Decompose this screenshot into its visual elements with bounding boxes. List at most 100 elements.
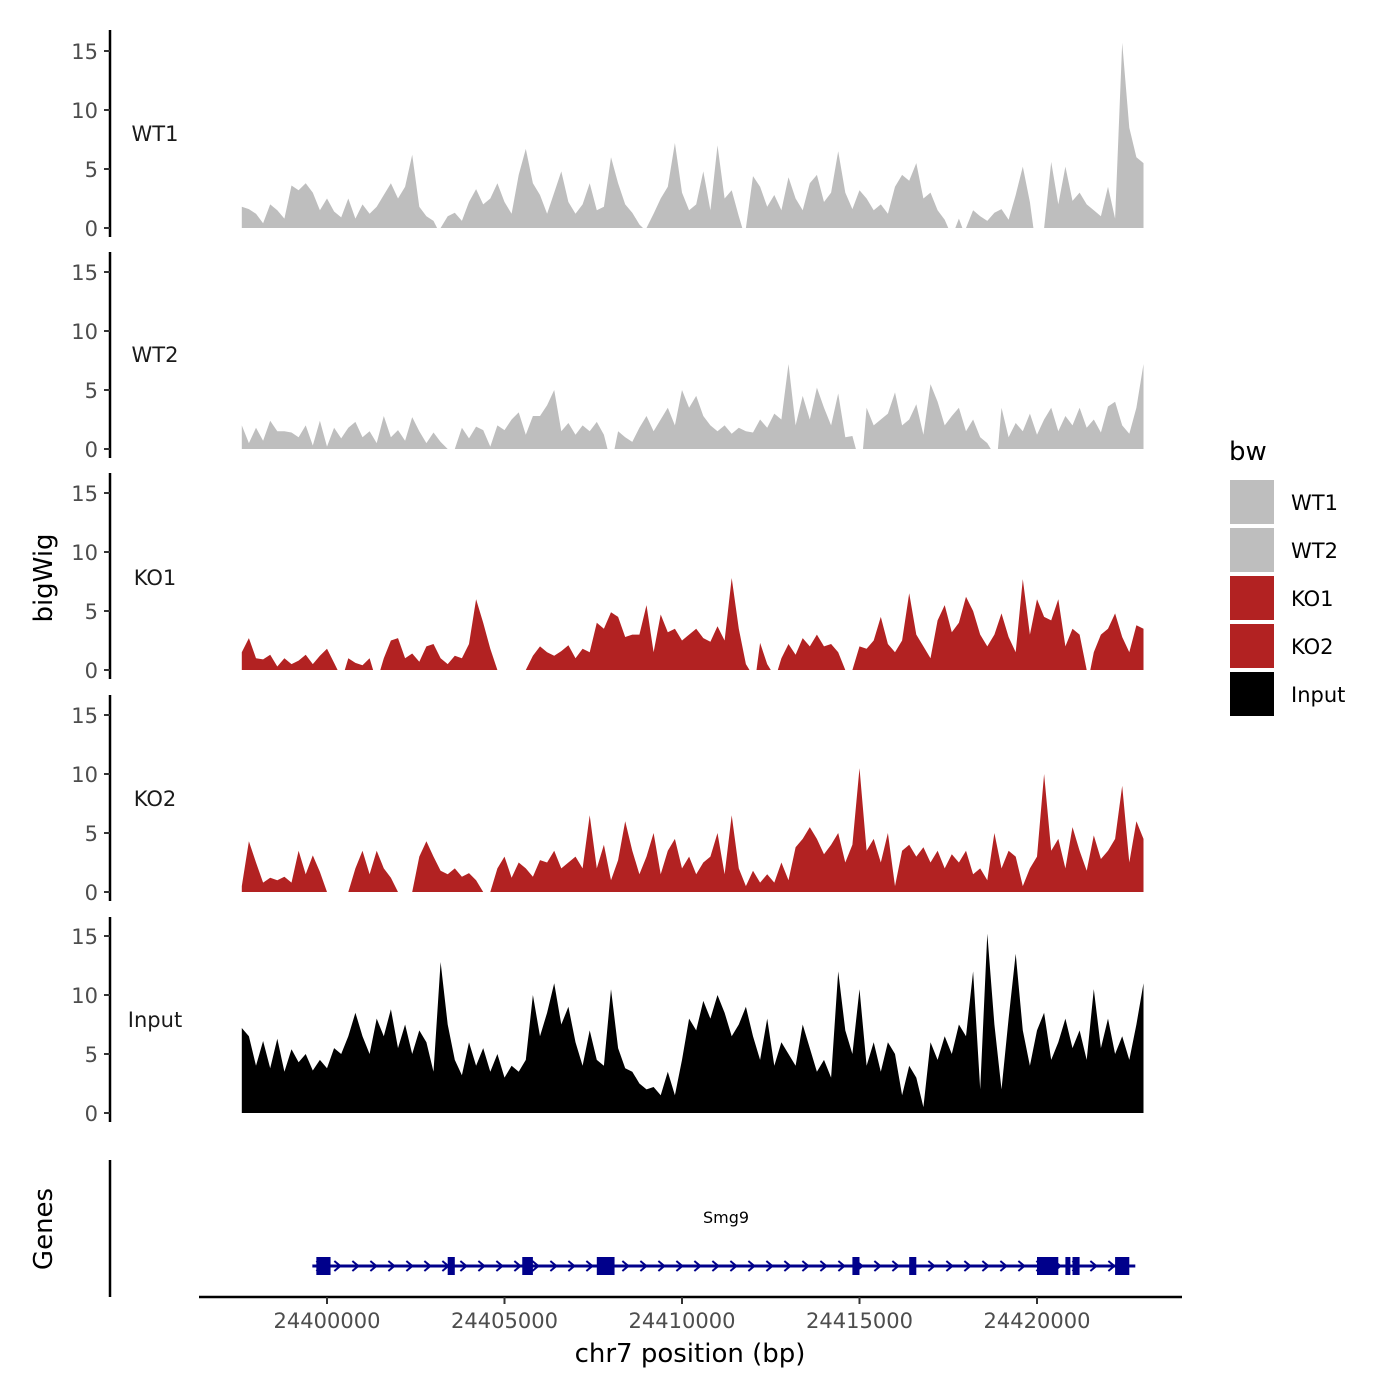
area-wt2 [241, 364, 1144, 449]
exon [522, 1257, 533, 1275]
strand-arrow [693, 1260, 702, 1272]
legend-label-wt2: WT2 [1291, 539, 1338, 563]
y-tick-label: 10 [71, 99, 98, 123]
x-tick-label: 24420000 [984, 1309, 1091, 1333]
strand-arrow [351, 1260, 360, 1272]
gene-label: Smg9 [703, 1208, 749, 1227]
y-tick-label: 10 [71, 984, 98, 1008]
legend: bw WT1 WT2 KO1 KO2 Input [1229, 437, 1345, 716]
genes-panel: Smg9 [108, 1160, 1136, 1297]
x-tick-label: 24415000 [806, 1309, 913, 1333]
area-input [241, 933, 1144, 1113]
strand-arrow [531, 1260, 540, 1272]
strand-arrow [945, 1260, 954, 1272]
x-axis: 24400000 24405000 24410000 24415000 24420000 [199, 1295, 1182, 1333]
legend-title: bw [1229, 437, 1267, 467]
exon [596, 1257, 615, 1275]
strand-arrow [495, 1260, 504, 1272]
y-axis-title: bigWig [29, 533, 59, 622]
y-tick-label: 5 [85, 1043, 98, 1067]
tracks: 0 5 10 15 WT1 0 5 10 15 WT2 0 5 10 15 KO1 0 5 10 15 KO2 0 5 10… [71, 30, 1144, 1126]
strand-arrow [765, 1260, 774, 1272]
y-tick-label: 5 [85, 822, 98, 846]
legend-swatch-wt1 [1230, 480, 1274, 524]
strand-arrow [837, 1260, 846, 1272]
strand-arrow [873, 1260, 882, 1272]
strand-arrow [981, 1260, 990, 1272]
y-tick-label: 0 [85, 438, 98, 462]
y-tick-label: 10 [71, 541, 98, 565]
track-wt2: 0 5 10 15 WT2 [71, 252, 1144, 462]
y-tick-label: 5 [85, 158, 98, 182]
strand-arrow [801, 1260, 810, 1272]
strand-arrow [657, 1260, 666, 1272]
strand-arrow [405, 1260, 414, 1272]
strand-arrow [927, 1260, 936, 1272]
strand-arrow [675, 1260, 684, 1272]
exon [852, 1257, 860, 1275]
exon [909, 1257, 917, 1275]
strand-arrow [549, 1260, 558, 1272]
legend-label-ko1: KO1 [1291, 587, 1334, 611]
area-ko2 [241, 768, 1144, 892]
track-label-ko1: KO1 [134, 566, 177, 590]
exon [1072, 1257, 1080, 1275]
legend-label-ko2: KO2 [1291, 635, 1334, 659]
legend-swatch-ko1 [1230, 576, 1274, 620]
strand-arrow [783, 1260, 792, 1272]
strand-arrow [477, 1260, 486, 1272]
y-tick-label: 10 [71, 763, 98, 787]
legend-label-wt1: WT1 [1291, 491, 1338, 515]
x-tick-label: 24400000 [274, 1309, 381, 1333]
y-tick-label: 15 [71, 40, 98, 64]
y-tick-label: 15 [71, 925, 98, 949]
strand-arrow [333, 1260, 342, 1272]
strand-arrow [1089, 1260, 1098, 1272]
track-ko2: 0 5 10 15 KO2 [71, 695, 1144, 905]
strand-arrow [1107, 1260, 1116, 1272]
track-label-wt2: WT2 [132, 343, 179, 367]
track-label-ko2: KO2 [134, 787, 177, 811]
area-wt1 [241, 42, 1144, 229]
exon [316, 1257, 331, 1275]
y-tick-label: 5 [85, 379, 98, 403]
strand-arrow [369, 1260, 378, 1272]
strand-arrow [711, 1260, 720, 1272]
area-ko1 [241, 578, 1144, 670]
strand-arrow [1017, 1260, 1026, 1272]
y-tick-label: 0 [85, 1102, 98, 1126]
y-tick-label: 15 [71, 482, 98, 506]
genes-axis-title: Genes [29, 1188, 59, 1270]
strand-arrow [963, 1260, 972, 1272]
track-input: 0 5 10 15 Input [71, 917, 1144, 1126]
strand-arrow [747, 1260, 756, 1272]
strand-arrow [513, 1260, 522, 1272]
track-label-input: Input [128, 1008, 182, 1032]
y-tick-label: 0 [85, 881, 98, 905]
exon [447, 1257, 455, 1275]
y-tick-label: 5 [85, 600, 98, 624]
strand-arrow [387, 1260, 396, 1272]
exon [1115, 1257, 1130, 1275]
y-tick-label: 0 [85, 659, 98, 683]
legend-swatch-wt2 [1230, 528, 1274, 572]
track-label-wt1: WT1 [132, 122, 179, 146]
strand-arrow [639, 1260, 648, 1272]
track-wt1: 0 5 10 15 WT1 [71, 30, 1144, 241]
strand-arrow [999, 1260, 1008, 1272]
legend-swatch-input [1230, 672, 1274, 716]
x-tick-label: 24410000 [629, 1309, 736, 1333]
strand-arrow [819, 1260, 828, 1272]
y-tick-label: 10 [71, 320, 98, 344]
strand-arrow [891, 1260, 900, 1272]
legend-swatch-ko2 [1230, 624, 1274, 668]
exon [1065, 1257, 1071, 1275]
strand-arrow [423, 1260, 432, 1272]
strand-arrow [459, 1260, 468, 1272]
y-tick-label: 15 [71, 261, 98, 285]
legend-label-input: Input [1291, 683, 1345, 707]
y-tick-label: 15 [71, 704, 98, 728]
track-ko1: 0 5 10 15 KO1 [71, 473, 1144, 683]
strand-arrow [729, 1260, 738, 1272]
